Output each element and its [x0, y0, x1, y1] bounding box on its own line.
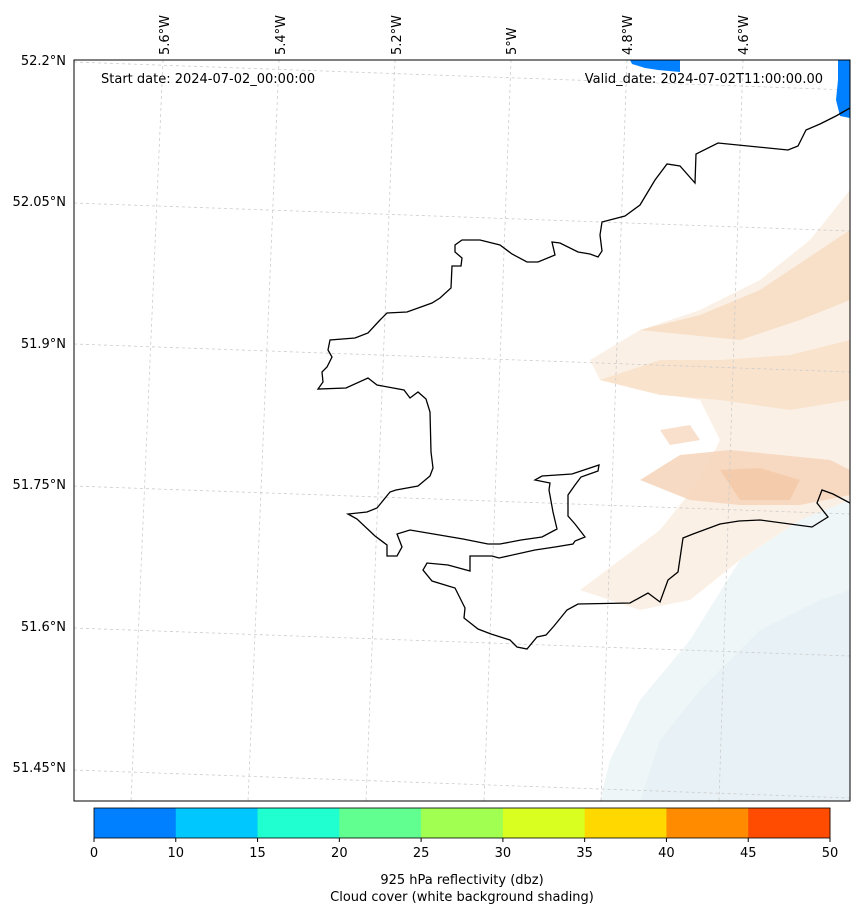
- reflectivity-patch: [630, 60, 850, 118]
- graticule: [74, 60, 850, 801]
- colorbar-tick-label: 10: [168, 846, 185, 861]
- lat-label: 51.75°N: [13, 478, 66, 493]
- colorbar-tick-label: 0: [90, 846, 98, 861]
- colorbar-segment: [584, 808, 667, 838]
- colorbar-segment: [257, 808, 340, 838]
- lon-label: 5°W: [505, 27, 520, 55]
- lat-label: 51.45°N: [13, 761, 66, 776]
- colorbar-tick-label: 30: [495, 846, 512, 861]
- lat-label: 52.2°N: [21, 54, 66, 69]
- lon-label: 4.6°W: [737, 15, 752, 55]
- colorbar-tick-label: 50: [822, 846, 839, 861]
- colorbar-caption-line1: 925 hPa reflectivity (dbz): [380, 873, 543, 888]
- colorbar-caption-line2: Cloud cover (white background shading): [330, 890, 594, 905]
- longitude-labels: 5.6°W 5.4°W 5.2°W 5°W 4.8°W 4.6°W: [158, 15, 752, 55]
- lon-label: 5.2°W: [390, 15, 405, 55]
- colorbar-tick-label: 45: [740, 846, 757, 861]
- cloud-cover-shading: [600, 470, 850, 801]
- colorbar-tick-label: 35: [576, 846, 593, 861]
- latitude-labels: 52.2°N 52.05°N 51.9°N 51.75°N 51.6°N 51.…: [13, 54, 66, 776]
- colorbar-segment: [748, 808, 831, 838]
- lon-label: 5.6°W: [158, 15, 173, 55]
- valid-date-label: Valid_date: 2024-07-02T11:00:00.00: [585, 72, 823, 87]
- lat-label: 51.6°N: [21, 620, 66, 635]
- coastline: [316, 107, 850, 650]
- colorbar-frame: [93, 807, 831, 839]
- colorbar-segment: [502, 808, 586, 838]
- start-date-label: Start date: 2024-07-02_00:00:00: [101, 72, 315, 87]
- colorbar: 0 10 15 20 25 30 35 40 45 50: [90, 807, 839, 861]
- colorbar-tick-label: 15: [249, 846, 266, 861]
- colorbar-segment: [94, 808, 177, 838]
- lat-label: 52.05°N: [13, 195, 66, 210]
- lon-label: 5.4°W: [274, 15, 289, 55]
- colorbar-segment: [666, 808, 749, 838]
- colorbar-tick-label: 20: [331, 846, 348, 861]
- map-frame: [73, 59, 851, 802]
- colorbar-segment: [175, 808, 259, 838]
- colorbar-segment: [339, 808, 422, 838]
- lat-label: 51.9°N: [21, 337, 66, 352]
- colorbar-tick-label: 40: [658, 846, 675, 861]
- colorbar-segment: [421, 808, 504, 838]
- colorbar-tick-label: 25: [413, 846, 430, 861]
- reflectivity-shading: [580, 190, 850, 610]
- lon-label: 4.8°W: [621, 15, 636, 55]
